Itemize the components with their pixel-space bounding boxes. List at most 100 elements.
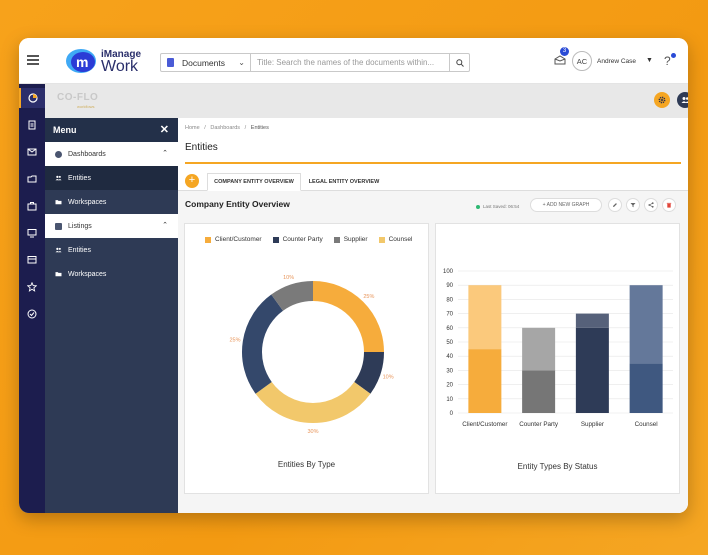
share-button[interactable]: [644, 198, 658, 212]
users-icon: [681, 97, 688, 103]
search-input[interactable]: [251, 54, 449, 71]
bar-segment[interactable]: [468, 285, 502, 350]
rail-board-icon[interactable]: [19, 250, 45, 270]
tab-company-entity-overview[interactable]: COMPANY ENTITY OVERVIEW: [207, 173, 301, 191]
menu-group-listings[interactable]: Listings ⌃: [45, 214, 178, 238]
document-icon: [167, 58, 174, 67]
users-icon: [55, 247, 62, 253]
bar-segment[interactable]: [575, 313, 609, 328]
x-tick-label: Client/Customer: [462, 421, 507, 428]
add-tab-button[interactable]: +: [185, 174, 199, 188]
menu-item-label: Workspaces: [68, 270, 107, 278]
pencil-icon: [613, 203, 617, 207]
rail-monitor-icon[interactable]: [19, 223, 45, 243]
y-tick-label: 10: [446, 397, 453, 403]
legend-item[interactable]: Supplier: [333, 236, 368, 243]
rail-mail-icon[interactable]: [19, 142, 45, 162]
bar-segment[interactable]: [522, 327, 556, 371]
bar-segment[interactable]: [468, 349, 502, 413]
x-tick-label: Counsel: [635, 421, 658, 428]
breadcrumb-current: Entities: [250, 125, 269, 131]
legend-item[interactable]: Client/Customer: [205, 236, 262, 243]
rail-document-icon[interactable]: [19, 115, 45, 135]
menu-group-label: Dashboards: [68, 150, 106, 158]
legend-item[interactable]: Counsel: [378, 236, 412, 243]
rail-folder-icon[interactable]: [19, 169, 45, 189]
share-icon: [648, 202, 654, 208]
donut-slice[interactable]: [255, 381, 371, 423]
svg-text:m: m: [76, 54, 88, 70]
rail-star-icon[interactable]: [19, 277, 45, 297]
menu-item-dashboards-entities[interactable]: Entities: [45, 166, 178, 190]
donut-slice[interactable]: [312, 281, 384, 353]
delete-button[interactable]: [662, 198, 676, 212]
section-title: Company Entity Overview: [185, 199, 290, 209]
x-tick-label: Supplier: [581, 421, 604, 428]
filter-icon: [630, 203, 636, 208]
breadcrumb-home[interactable]: Home: [185, 125, 200, 131]
users-button[interactable]: [677, 92, 688, 108]
y-tick-label: 60: [446, 326, 453, 332]
notification-badge: 3: [560, 47, 569, 56]
folder-icon: [55, 272, 62, 277]
x-tick-label: Counter Party: [519, 421, 559, 428]
bar-segment[interactable]: [575, 327, 609, 413]
settings-button[interactable]: [654, 92, 670, 108]
menu-group-dashboards[interactable]: Dashboards ⌃: [45, 142, 178, 166]
donut-legend: Client/Customer Counter Party Supplier C…: [205, 236, 423, 243]
menu-item-listings-workspaces[interactable]: Workspaces: [45, 262, 178, 286]
dashboard-icon: [55, 150, 62, 158]
menu-item-dashboards-workspaces[interactable]: Workspaces: [45, 190, 178, 214]
avatar[interactable]: AC: [572, 51, 592, 71]
notifications-icon[interactable]: [553, 53, 567, 67]
search-button[interactable]: [449, 54, 469, 71]
user-name[interactable]: Andrew Case: [597, 58, 637, 65]
brand-name: iManage: [101, 49, 142, 60]
search-type-select[interactable]: Documents ⌄: [161, 54, 251, 71]
breadcrumb-dashboards[interactable]: Dashboards: [210, 125, 241, 131]
y-tick-label: 30: [446, 368, 453, 374]
bar-chart-title: Entity Types By Status: [517, 462, 598, 471]
legend-swatch: [333, 236, 340, 243]
bar-segment[interactable]: [522, 370, 556, 413]
help-icon[interactable]: ?: [664, 54, 671, 68]
legend-label: Supplier: [343, 236, 368, 243]
chevron-down-icon: ⌄: [238, 58, 245, 67]
menu-group-label: Listings: [68, 222, 92, 230]
gear-icon: [658, 96, 666, 104]
rail-briefcase-icon[interactable]: [19, 196, 45, 216]
donut-slice[interactable]: [353, 351, 384, 394]
user-menu-caret-icon[interactable]: ▼: [646, 57, 653, 64]
filter-button[interactable]: [626, 198, 640, 212]
tab-legal-entity-overview[interactable]: LEGAL ENTITY OVERVIEW: [308, 179, 380, 185]
rail-coflo-icon[interactable]: [19, 88, 45, 108]
menu-item-label: Workspaces: [68, 198, 107, 206]
hamburger-icon[interactable]: [27, 55, 39, 65]
chevron-up-icon: ⌃: [162, 222, 168, 229]
close-icon[interactable]: ✕: [159, 124, 169, 136]
legend-item[interactable]: Counter Party: [272, 236, 323, 243]
rail-check-circle-icon[interactable]: [19, 304, 45, 324]
legend-swatch: [272, 236, 279, 243]
bar-segment[interactable]: [629, 363, 663, 413]
y-tick-label: 50: [446, 340, 453, 346]
menu-item-listings-entities[interactable]: Entities: [45, 238, 178, 262]
app-bar: CO-FLO workflows: [45, 84, 688, 118]
search-icon: [455, 58, 464, 67]
coflo-logo: CO-FLO: [57, 92, 99, 103]
donut-slice[interactable]: [242, 294, 284, 394]
menu-item-label: Entities: [68, 246, 91, 254]
donut-slice[interactable]: [271, 281, 314, 312]
y-tick-label: 0: [450, 411, 454, 417]
side-menu: Menu ✕ Dashboards ⌃ Entities Workspaces …: [45, 118, 178, 513]
stacked-bar-chart: 0 10 20 30 40 50 60 70 80 90 100 Client/Customer Cou…: [443, 269, 673, 428]
search-bar: Documents ⌄: [160, 53, 470, 72]
edit-button[interactable]: [608, 198, 622, 212]
users-icon: [55, 175, 62, 181]
donut-chart: 25% 10% 30% 25% 10%: [229, 275, 393, 435]
help-indicator-dot: [671, 53, 676, 58]
add-new-graph-button[interactable]: + ADD NEW GRAPH: [530, 198, 602, 212]
bar-segment[interactable]: [629, 285, 663, 364]
donut-slice-label: 25%: [363, 294, 374, 300]
chevron-up-icon: ⌃: [162, 150, 168, 157]
